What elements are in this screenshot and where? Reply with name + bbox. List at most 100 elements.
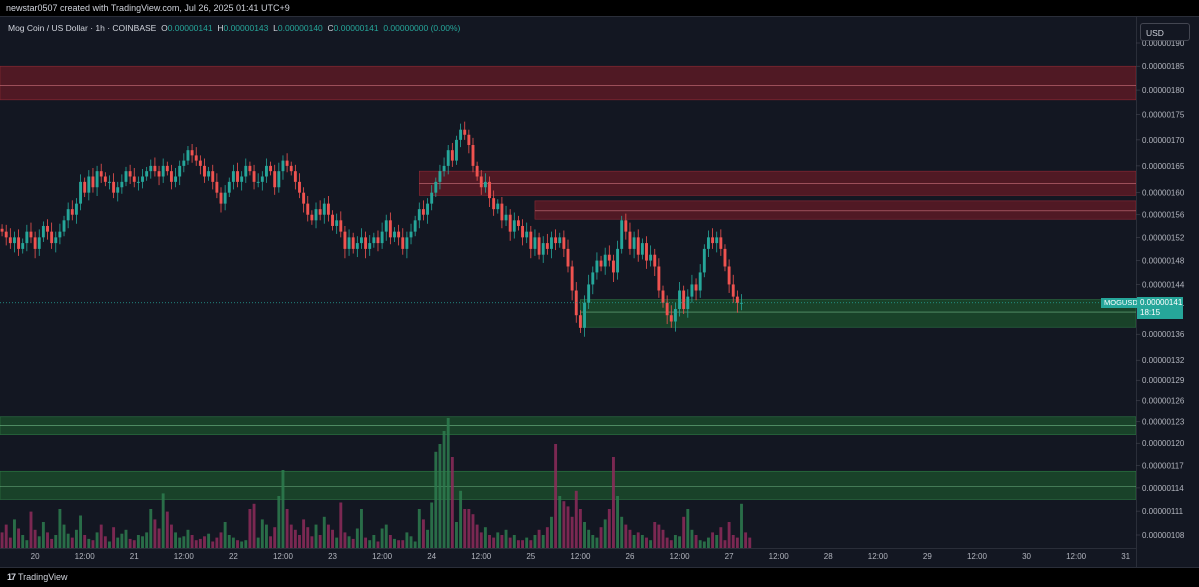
candle-body: [529, 231, 533, 249]
candle-body: [231, 171, 235, 182]
volume-bar: [302, 519, 306, 548]
candle: [380, 222, 384, 249]
candle: [240, 171, 244, 191]
volume-bar: [145, 532, 149, 548]
candle: [740, 294, 743, 311]
candle-body: [438, 171, 442, 182]
volume-bar: [649, 540, 653, 548]
volume-bar: [483, 527, 487, 548]
candle: [562, 230, 566, 258]
volume-bar: [120, 533, 124, 548]
candle: [8, 228, 12, 249]
candle: [541, 236, 545, 263]
candle-body: [256, 181, 260, 183]
candle-body: [558, 237, 562, 244]
candle-body: [103, 176, 107, 182]
candle: [54, 231, 58, 253]
volume-bar: [211, 541, 215, 548]
candle-body: [165, 165, 169, 172]
price-axis[interactable]: 0.00000190 0.00000185 0.00000180 0.00000175…: [1136, 39, 1185, 540]
price-tick-label: 0.00000136: [1142, 330, 1185, 339]
symbol-legend[interactable]: Mog Coin / US Dollar · 1h · COINBASE O0.…: [8, 23, 460, 33]
candle: [475, 161, 479, 181]
candle-body: [355, 243, 359, 249]
candle: [298, 173, 301, 199]
volume-bar: [46, 532, 49, 548]
candle: [0, 224, 4, 237]
volume-bar: [17, 528, 21, 548]
currency-button[interactable]: USD: [1140, 23, 1190, 41]
candle: [632, 231, 636, 259]
candle: [360, 228, 363, 249]
candle-body: [570, 266, 574, 291]
candle-body: [455, 139, 458, 161]
candle: [260, 171, 264, 191]
candle: [707, 230, 710, 258]
candle-body: [397, 231, 401, 238]
volume-bar: [698, 540, 702, 548]
volume-bar: [0, 532, 4, 548]
volume-bar: [293, 529, 297, 548]
candle: [603, 247, 607, 275]
volume-bar: [673, 535, 677, 548]
time-axis[interactable]: 20 12:00 21 12:00 22 12:00 23 12:00 24 12:00 25 12:…: [31, 552, 1131, 561]
candle: [62, 215, 66, 237]
volume-bar: [99, 524, 103, 548]
tradingview-logo[interactable]: 17 TradingView: [7, 572, 68, 582]
candle: [46, 219, 49, 240]
volume-bar: [504, 529, 508, 548]
candle-body: [41, 225, 45, 238]
volume-bar: [306, 527, 310, 548]
candle-body: [587, 284, 591, 303]
candle: [574, 282, 578, 323]
candle-body: [293, 171, 297, 182]
price-chart[interactable]: 0.00000190 0.00000185 0.00000180 0.00000175…: [0, 17, 1199, 567]
candle: [4, 224, 8, 246]
candle-body: [430, 192, 434, 204]
candle-body: [343, 231, 347, 249]
candle-body: [91, 176, 95, 188]
candle-body: [599, 260, 603, 267]
candle-body: [512, 220, 516, 232]
candle: [508, 209, 512, 241]
volume-bar: [430, 502, 434, 548]
candle-body: [240, 176, 244, 182]
chart-panel[interactable]: 0.00000190 0.00000185 0.00000180 0.00000175…: [0, 16, 1199, 568]
volume-bar: [533, 535, 537, 548]
candle: [459, 123, 463, 148]
volume-bar: [426, 529, 429, 548]
candle: [492, 190, 496, 216]
volume-bar: [277, 496, 281, 548]
price-tick-label: 0.00000175: [1142, 111, 1185, 120]
legend-high-value: 0.00000143: [223, 23, 269, 33]
candle: [132, 167, 136, 188]
volume-bar: [13, 519, 16, 548]
candle: [735, 290, 739, 313]
candle: [169, 164, 173, 190]
time-tick-label: 12:00: [1066, 552, 1087, 561]
price-tick-label: 0.00000190: [1142, 39, 1185, 48]
candle: [599, 255, 603, 272]
candle: [25, 224, 29, 252]
candle: [455, 135, 458, 165]
candle-body: [285, 160, 289, 166]
candle-body: [401, 237, 405, 249]
candle-body: [731, 284, 735, 297]
candle: [157, 165, 161, 186]
time-tick-label: 12:00: [769, 552, 790, 561]
candle: [649, 245, 653, 267]
candle: [678, 282, 681, 317]
volume-bar: [169, 524, 173, 548]
candle-body: [492, 198, 496, 210]
volume-bar: [74, 529, 78, 548]
candle: [645, 236, 648, 269]
volume-bar: [587, 529, 591, 548]
candle-body: [611, 260, 615, 273]
volume-bar: [248, 509, 252, 548]
candle-body: [698, 272, 702, 291]
candle: [393, 227, 396, 242]
candle-body: [223, 192, 227, 204]
candle-body: [281, 160, 285, 172]
price-tick-label: 0.00000123: [1142, 418, 1185, 427]
candle-body: [740, 302, 743, 304]
